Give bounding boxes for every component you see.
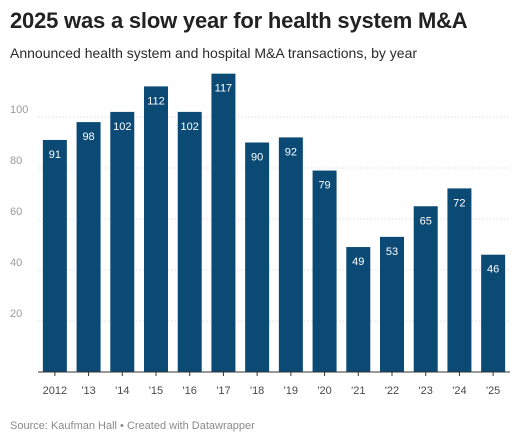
- bar: [312, 170, 337, 372]
- bar-value-label: 112: [147, 95, 165, 107]
- bar-value-label: 79: [318, 180, 330, 192]
- bar-value-label: 90: [251, 152, 263, 164]
- x-tick-label: '14: [115, 385, 129, 397]
- bar-value-label: 72: [453, 197, 465, 209]
- bar: [110, 111, 135, 373]
- bar: [380, 236, 404, 372]
- x-tick-label: 2012: [43, 385, 67, 397]
- bar-chart: 20 40 60 80 100 91 2012 98 '13 102 '14 112 '15 102 '16…: [10, 73, 510, 397]
- bar-value-label: 65: [420, 215, 432, 227]
- source-note: Source: Kaufman Hall • Created with Data…: [10, 420, 255, 432]
- x-tick-label: '23: [419, 385, 433, 397]
- x-tick-label: '24: [452, 385, 466, 397]
- x-tick-label: '16: [183, 385, 197, 397]
- bar-value-label: 102: [113, 121, 131, 133]
- bar-value-label: 102: [181, 121, 199, 133]
- y-tick-label: 100: [10, 104, 28, 116]
- x-tick-label: '21: [351, 385, 365, 397]
- x-tick-label: '18: [250, 385, 264, 397]
- bar-value-label: 46: [487, 264, 499, 276]
- bar: [42, 139, 67, 372]
- bar: [245, 142, 270, 372]
- bar-value-label: 53: [386, 246, 398, 258]
- bar: [76, 122, 101, 372]
- y-tick-label: 40: [10, 257, 22, 269]
- bar: [481, 254, 506, 372]
- bar: [413, 206, 438, 372]
- y-tick-label: 20: [10, 308, 22, 320]
- bar: [447, 188, 472, 372]
- bar-value-label: 117: [215, 83, 233, 95]
- y-tick-label: 80: [10, 155, 22, 167]
- x-tick-label: '20: [317, 385, 331, 397]
- x-tick-label: '25: [486, 385, 500, 397]
- bar: [177, 111, 202, 373]
- x-tick-label: '17: [216, 385, 230, 397]
- bar-value-label: 49: [352, 256, 364, 268]
- bar-value-label: 92: [285, 146, 297, 158]
- chart-title: 2025 was a slow year for health system M…: [10, 8, 468, 33]
- bar-value-label: 91: [49, 149, 61, 161]
- x-tick-label: '22: [385, 385, 399, 397]
- bar: [278, 137, 303, 372]
- bar: [346, 247, 371, 372]
- chart-subtitle: Announced health system and hospital M&A…: [10, 45, 418, 61]
- x-tick-label: '15: [149, 385, 163, 397]
- x-tick-label: '19: [284, 385, 298, 397]
- y-tick-label: 60: [10, 206, 22, 218]
- bar-value-label: 98: [82, 131, 94, 143]
- bar: [211, 73, 236, 373]
- bar: [144, 86, 168, 373]
- x-tick-label: '13: [81, 385, 95, 397]
